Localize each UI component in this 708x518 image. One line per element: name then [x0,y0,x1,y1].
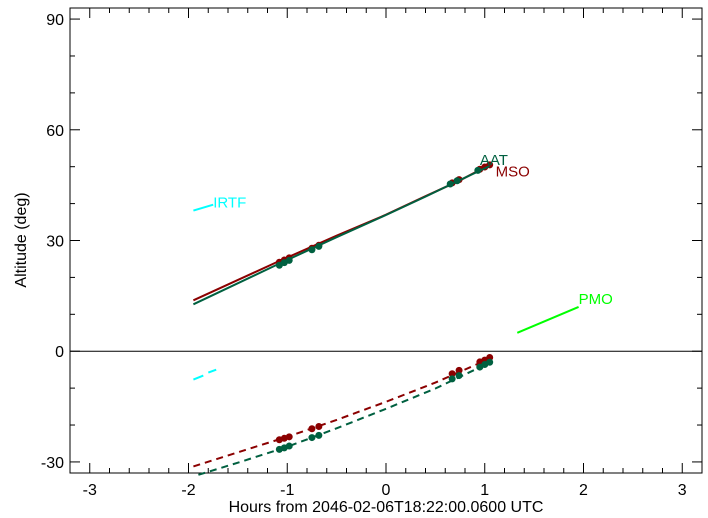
series-irtf [193,203,217,381]
tick-labels: -3 -2 -1 0 1 2 3 -30 0 30 60 90 [41,12,687,499]
data-point-aat [455,372,463,380]
series-label-mso: MSO [496,164,530,181]
series-label-aat: AAT [480,152,508,169]
series-layer [192,161,579,476]
data-point-aat [285,442,293,450]
data-point-mso [285,433,293,441]
data-point-aat [474,166,482,174]
data-point-aat [315,242,323,250]
data-point-mso [308,425,316,433]
y-tick-label: 0 [55,344,64,361]
data-point-aat [285,256,293,264]
x-tick-label: -1 [280,482,294,499]
series-label-irtf: IRTF [213,194,246,211]
series-line-pmo-solid [516,305,579,334]
y-tick-label: 60 [46,123,64,140]
series-line-irtf-solid [193,374,204,381]
x-tick-label: 1 [480,482,489,499]
x-tick-label: 2 [579,482,588,499]
series-line-mso-solid [192,163,491,302]
series-line-irtf-solid [193,203,214,212]
series-label-pmo: PMO [579,291,613,308]
series-line-mso-dashed [193,357,491,468]
x-tick-label: 3 [678,482,687,499]
data-point-mso [448,370,456,378]
y-axis-title: Altitude (deg) [13,192,30,287]
data-point-aat [448,375,456,383]
data-point-aat [453,177,461,185]
series-aat [192,165,494,476]
data-point-mso [315,423,323,430]
data-point-aat [308,246,316,254]
y-tick-label: 90 [46,12,64,29]
plot-frame [69,7,703,474]
data-point-aat [486,358,494,366]
data-point-mso [455,366,463,374]
axis-ticks [70,8,702,473]
y-tick-label: 30 [46,234,64,251]
data-point-aat [308,434,316,442]
series-line-aat-solid [192,165,491,306]
data-point-aat [446,180,454,188]
data-point-mso [486,353,494,361]
series-line-irtf-solid [207,368,217,374]
series-pmo [516,305,579,334]
series-line-aat-dashed [198,361,491,476]
y-tick-label: -30 [41,455,64,472]
x-tick-label: -3 [83,482,97,499]
data-point-aat [315,431,323,439]
x-tick-label: -2 [181,482,195,499]
x-tick-label: 0 [382,482,391,499]
x-axis-title: Hours from 2046-02-06T18:22:00.0600 UTC [229,499,544,516]
